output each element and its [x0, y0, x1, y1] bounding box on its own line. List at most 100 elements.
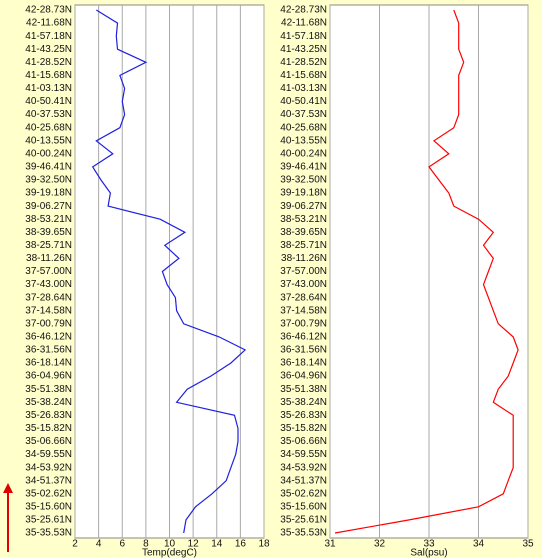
x-tick-label: 14	[211, 539, 223, 550]
y-tick-label: 37-00.79N	[280, 318, 327, 329]
y-tick-label: 41-28.52N	[280, 57, 327, 68]
x-tick-label: 32	[374, 539, 386, 550]
y-tick-label: 35-02.62N	[25, 488, 72, 499]
y-tick-label: 39-19.18N	[280, 188, 327, 199]
x-tick-label: 12	[188, 539, 200, 550]
y-tick-label: 40-50.41N	[280, 96, 327, 107]
data-line	[334, 9, 519, 534]
y-tick-label: 38-53.21N	[280, 214, 327, 225]
y-tick-label: 36-31.56N	[280, 345, 327, 356]
y-tick-label: 37-43.00N	[25, 279, 72, 290]
y-tick-label: 41-03.13N	[25, 83, 72, 94]
y-tick-label: 35-15.60N	[280, 501, 327, 512]
arrow-head	[3, 483, 13, 493]
y-tick-label: 35-15.82N	[25, 423, 72, 434]
y-tick-label: 38-39.65N	[25, 227, 72, 238]
y-tick-label: 41-03.13N	[280, 83, 327, 94]
y-tick-label: 40-25.68N	[280, 122, 327, 133]
y-tick-label: 37-57.00N	[25, 266, 72, 277]
x-tick-label: 10	[164, 539, 176, 550]
x-tick-label: 35	[522, 539, 534, 550]
x-tick-label: 34	[473, 539, 485, 550]
y-tick-label: 41-43.25N	[280, 44, 327, 55]
y-tick-label: 36-04.96N	[25, 371, 72, 382]
y-tick-label: 38-39.65N	[280, 227, 327, 238]
y-tick-label: 35-51.38N	[280, 384, 327, 395]
y-tick-label: 35-38.24N	[25, 397, 72, 408]
y-tick-label: 35-15.60N	[25, 501, 72, 512]
y-tick-label: 40-00.24N	[25, 148, 72, 159]
y-tick-label: 37-28.64N	[25, 292, 72, 303]
y-tick-label: 35-38.24N	[280, 397, 327, 408]
y-tick-label: 41-15.68N	[280, 70, 327, 81]
y-tick-label: 39-46.41N	[25, 162, 72, 173]
y-tick-label: 36-31.56N	[25, 345, 72, 356]
x-tick-label: 16	[235, 539, 247, 550]
y-tick-label: 39-19.18N	[25, 188, 72, 199]
y-tick-label: 36-18.14N	[25, 358, 72, 369]
y-tick-label: 34-53.92N	[25, 462, 72, 473]
y-tick-label: 35-35.53N	[25, 528, 72, 539]
y-tick-label: 35-26.83N	[280, 410, 327, 421]
y-tick-label: 41-57.18N	[280, 31, 327, 42]
y-tick-label: 41-28.52N	[25, 57, 72, 68]
y-tick-label: 39-32.50N	[25, 175, 72, 186]
y-tick-label: 36-04.96N	[280, 371, 327, 382]
y-tick-label: 39-32.50N	[280, 175, 327, 186]
y-tick-label: 38-11.26N	[281, 253, 327, 264]
y-tick-label: 41-43.25N	[25, 44, 72, 55]
y-tick-label: 40-00.24N	[280, 148, 327, 159]
y-tick-label: 42-11.68N	[281, 18, 327, 29]
y-tick-label: 35-02.62N	[280, 488, 327, 499]
y-tick-label: 40-13.55N	[280, 135, 327, 146]
data-line	[91, 9, 247, 534]
y-tick-label: 36-18.14N	[280, 358, 327, 369]
y-tick-label: 40-50.41N	[25, 96, 72, 107]
x-tick-label: 8	[143, 539, 149, 550]
y-tick-label: 34-51.37N	[25, 475, 72, 486]
y-tick-label: 35-15.82N	[280, 423, 327, 434]
x-tick-label: 6	[119, 539, 125, 550]
y-tick-label: 37-14.58N	[25, 305, 72, 316]
y-tick-label: 35-51.38N	[25, 384, 72, 395]
y-tick-label: 40-25.68N	[25, 122, 72, 133]
y-tick-label: 36-46.12N	[25, 332, 72, 343]
y-tick-label: 40-37.53N	[25, 109, 72, 120]
y-tick-label: 37-28.64N	[280, 292, 327, 303]
y-tick-label: 34-53.92N	[280, 462, 327, 473]
y-tick-label: 34-59.55N	[25, 449, 72, 460]
x-tick-label: 33	[423, 539, 435, 550]
y-tick-label: 35-26.83N	[25, 410, 72, 421]
y-tick-label: 37-43.00N	[280, 279, 327, 290]
y-tick-label: 35-25.61N	[280, 515, 327, 526]
y-tick-label: 35-35.53N	[280, 528, 327, 539]
x-axis-label: Temp(degC)	[142, 548, 197, 558]
x-tick-label: 18	[258, 539, 270, 550]
y-tick-label: 39-06.27N	[25, 201, 72, 212]
y-tick-label: 39-06.27N	[280, 201, 327, 212]
y-tick-label: 34-59.55N	[280, 449, 327, 460]
y-tick-label: 40-37.53N	[280, 109, 327, 120]
y-tick-label: 35-06.66N	[280, 436, 327, 447]
y-tick-label: 38-11.26N	[26, 253, 72, 264]
x-tick-label: 4	[96, 539, 102, 550]
y-tick-label: 42-28.73N	[280, 5, 327, 16]
y-tick-label: 41-57.18N	[25, 31, 72, 42]
x-tick-label: 2	[72, 539, 78, 550]
y-tick-label: 40-13.55N	[25, 135, 72, 146]
y-tick-label: 39-46.41N	[280, 162, 327, 173]
y-tick-label: 42-11.68N	[26, 18, 72, 29]
y-tick-label: 42-28.73N	[25, 5, 72, 16]
y-tick-label: 34-51.37N	[280, 475, 327, 486]
y-tick-label: 36-46.12N	[280, 332, 327, 343]
y-tick-label: 35-25.61N	[25, 515, 72, 526]
y-tick-label: 38-25.71N	[280, 240, 327, 251]
y-tick-label: 37-00.79N	[25, 318, 72, 329]
y-tick-label: 37-57.00N	[280, 266, 327, 277]
y-tick-label: 35-06.66N	[25, 436, 72, 447]
y-tick-label: 38-53.21N	[25, 214, 72, 225]
y-tick-label: 37-14.58N	[280, 305, 327, 316]
y-tick-label: 41-15.68N	[25, 70, 72, 81]
